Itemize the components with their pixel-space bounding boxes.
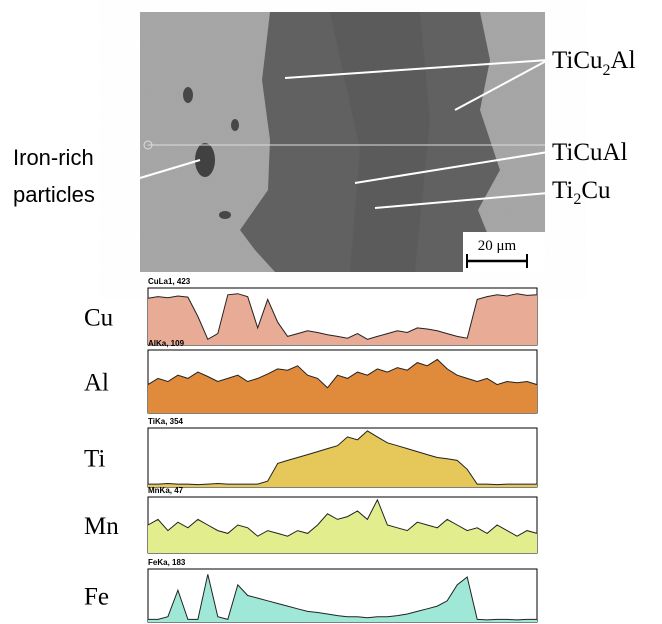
sem-image [140, 12, 548, 272]
label-part: Cu [581, 177, 611, 204]
profile-header: AlKa, 109 [148, 339, 185, 348]
element-label: Al [84, 370, 109, 397]
profile-header: FeKa, 183 [148, 558, 186, 567]
element-label: Mn [84, 513, 119, 540]
figure: 20 μm Iron-rich particles TiCu2Al TiCuAl… [0, 0, 662, 624]
element-label: Fe [84, 584, 109, 611]
label: TiCuAl [552, 139, 628, 166]
label-part: Al [611, 47, 636, 74]
element-label: Ti [84, 446, 105, 473]
label-part: 2 [573, 191, 581, 208]
profile-header: MnKa, 47 [148, 486, 184, 495]
profile-header: CuLa1, 423 [148, 277, 191, 286]
label-part: 2 [603, 62, 611, 79]
label: Iron-rich [13, 145, 94, 170]
label: particles [13, 182, 95, 207]
element-label: Cu [84, 305, 114, 332]
label: Ti2Cu [552, 177, 611, 208]
label: TiCu2Al [552, 47, 636, 79]
label-part: TiCu [552, 47, 603, 74]
profile-header: TiKa, 354 [148, 417, 184, 426]
label-part: Ti [552, 177, 573, 204]
scale-bar-label: 20 μm [478, 238, 517, 254]
